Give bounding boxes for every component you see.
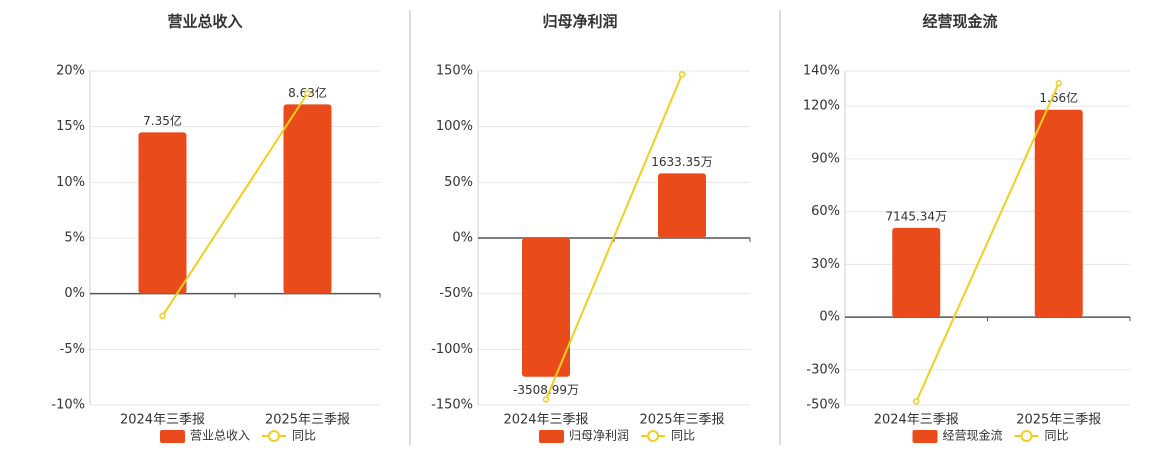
legend-marker bbox=[268, 430, 281, 442]
y-tick-label: -150% bbox=[431, 398, 473, 413]
legend-label: 同比 bbox=[1045, 429, 1069, 443]
legend-swatch bbox=[912, 430, 938, 443]
line-point bbox=[304, 90, 311, 97]
value-label: 7.35亿 bbox=[143, 113, 182, 128]
bar bbox=[892, 227, 941, 318]
line-point bbox=[542, 396, 550, 403]
value-label: 1.66亿 bbox=[1039, 90, 1078, 105]
line bbox=[161, 92, 309, 317]
line-point bbox=[678, 71, 686, 78]
legend-swatch bbox=[539, 430, 564, 443]
y-tick-label: -50% bbox=[806, 398, 840, 413]
line-point bbox=[159, 312, 166, 320]
y-tick-label: 100% bbox=[436, 119, 473, 134]
value-label: -3508.99万 bbox=[513, 383, 579, 397]
x-tick-label: 2025年三季报 bbox=[265, 413, 350, 428]
bar bbox=[658, 173, 706, 238]
bar bbox=[522, 238, 570, 377]
y-tick-label: 30% bbox=[811, 257, 840, 272]
legend-label: 经营现金流 bbox=[943, 428, 1003, 443]
y-tick-label: 0% bbox=[819, 310, 840, 325]
legend-marker bbox=[1020, 430, 1033, 442]
y-tick-label: 90% bbox=[811, 151, 840, 166]
y-tick-label: 140% bbox=[803, 64, 840, 79]
y-tick-label: 20% bbox=[56, 64, 85, 79]
y-tick-label: 0% bbox=[452, 231, 473, 246]
line-point bbox=[1055, 80, 1062, 87]
legend-swatch bbox=[160, 430, 185, 443]
y-tick-label: 150% bbox=[436, 64, 473, 79]
line bbox=[915, 82, 1060, 402]
x-tick-label: 2025年三季报 bbox=[1016, 413, 1101, 428]
y-tick-label: 5% bbox=[64, 231, 85, 246]
y-tick-label: 120% bbox=[803, 99, 840, 114]
y-tick-label: -30% bbox=[806, 362, 840, 377]
bar bbox=[138, 132, 187, 294]
legend-label: 同比 bbox=[292, 429, 316, 443]
legend-marker bbox=[647, 430, 660, 442]
value-label: 1633.35万 bbox=[651, 155, 713, 169]
value-label: 7145.34万 bbox=[885, 209, 947, 223]
x-tick-label: 2024年三季报 bbox=[874, 413, 959, 428]
y-tick-label: 0% bbox=[64, 286, 85, 301]
y-tick-label: 50% bbox=[444, 175, 473, 190]
y-tick-label: 15% bbox=[56, 119, 85, 134]
x-tick-label: 2025年三季报 bbox=[639, 413, 724, 428]
y-tick-label: -5% bbox=[60, 342, 85, 357]
legend-label: 同比 bbox=[671, 429, 695, 443]
bar bbox=[283, 104, 332, 294]
y-tick-label: 10% bbox=[56, 175, 85, 190]
chart-title: 归母净利润 bbox=[542, 13, 617, 31]
y-tick-label: -10% bbox=[51, 398, 85, 413]
line bbox=[545, 73, 683, 400]
line-point bbox=[913, 398, 920, 405]
y-tick-label: -50% bbox=[439, 286, 473, 301]
legend-label: 归母净利润 bbox=[569, 429, 629, 443]
chart-title: 经营现金流 bbox=[922, 13, 997, 31]
legend-label: 营业总收入 bbox=[190, 429, 250, 443]
y-tick-label: 60% bbox=[811, 204, 840, 219]
chart-title: 营业总收入 bbox=[167, 13, 242, 31]
y-tick-label: -100% bbox=[431, 342, 473, 357]
x-tick-label: 2024年三季报 bbox=[120, 413, 205, 428]
x-tick-label: 2024年三季报 bbox=[503, 413, 588, 428]
bar bbox=[1034, 109, 1083, 318]
